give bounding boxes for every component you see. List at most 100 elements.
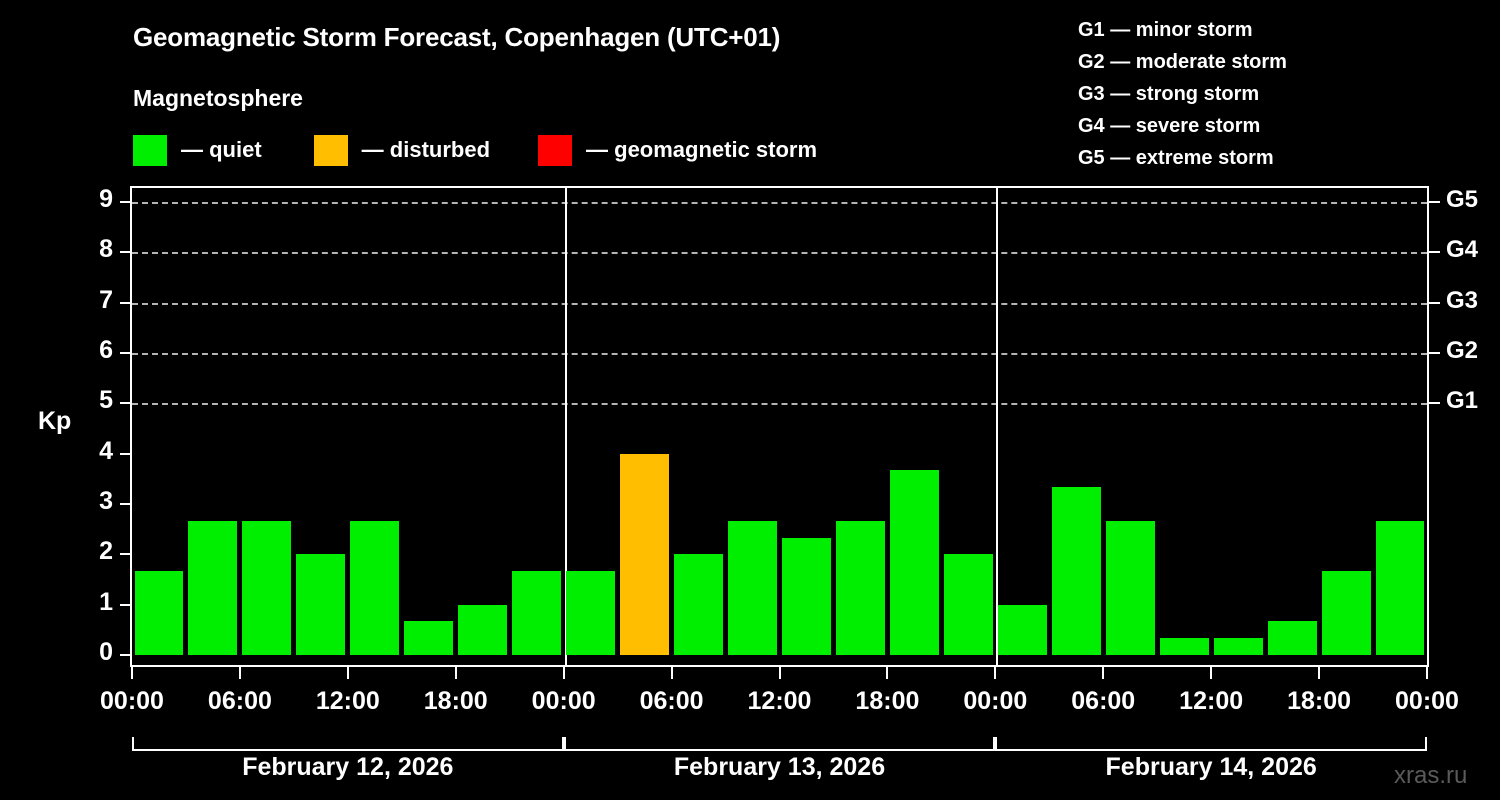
bar <box>1267 621 1317 655</box>
g-axis-label: G5 <box>1446 186 1479 213</box>
color-legend: — quiet — disturbed — geomagnetic storm <box>133 133 817 167</box>
x-axis-label: 06:00 <box>207 687 272 715</box>
x-axis-tick <box>454 667 457 679</box>
bar <box>1213 638 1263 655</box>
g-axis-tick <box>1429 352 1440 354</box>
day-label: February 12, 2026 <box>242 753 454 781</box>
bar <box>889 470 939 655</box>
y-axis-label: 0 <box>99 638 113 666</box>
x-axis-label: 12:00 <box>747 687 812 715</box>
x-axis-label: 18:00 <box>1287 687 1352 715</box>
legend-label-geomagnetic-storm: — geomagnetic storm <box>586 137 818 162</box>
page-title: Geomagnetic Storm Forecast, Copenhagen (… <box>133 22 781 52</box>
bar <box>242 520 292 655</box>
y-axis-label: 3 <box>99 487 113 515</box>
bar <box>620 453 670 655</box>
y-axis-tick <box>120 603 130 606</box>
g-scale-legend-row: G5 — extreme storm <box>1078 147 1274 169</box>
bar <box>835 520 885 655</box>
y-axis-label: 4 <box>99 436 113 465</box>
bar <box>943 554 993 655</box>
gridline <box>132 202 1427 204</box>
legend-entry-storm: — geomagnetic storm <box>538 134 818 166</box>
x-axis-label: 18:00 <box>855 687 920 715</box>
g-axis-tick <box>1429 402 1440 405</box>
x-axis-label: 12:00 <box>315 687 380 715</box>
g-axis-label: G2 <box>1446 337 1479 364</box>
bar <box>134 570 184 655</box>
y-axis-tick <box>120 201 130 203</box>
bar <box>782 537 831 655</box>
x-axis-tick <box>994 667 997 679</box>
g-axis-tick <box>1429 201 1440 203</box>
bar <box>1105 520 1155 655</box>
y-axis-tick <box>120 301 130 304</box>
y-axis-tick <box>120 553 130 556</box>
x-axis-label: 00:00 <box>100 687 164 715</box>
day-separator <box>564 188 567 667</box>
x-axis-tick <box>1102 667 1105 679</box>
y-axis-tick <box>120 402 130 405</box>
bar <box>188 520 238 655</box>
y-axis-label: 1 <box>99 587 113 616</box>
bar <box>350 520 400 655</box>
watermark: xras.ru <box>1394 762 1468 789</box>
y-axis-label: 5 <box>99 386 113 415</box>
y-axis-label: 6 <box>99 336 113 364</box>
bar <box>1375 520 1425 655</box>
x-axis-tick <box>1210 667 1213 679</box>
y-axis-label: 8 <box>99 235 113 264</box>
g-axis-tick <box>1429 251 1440 254</box>
bar <box>728 520 777 655</box>
g-axis-label: G4 <box>1446 236 1479 264</box>
x-axis-label: 06:00 <box>1071 687 1136 715</box>
y-axis-tick <box>120 251 130 254</box>
bar <box>404 621 454 655</box>
x-axis-tick <box>670 667 673 679</box>
legend-entry-quiet: — quiet <box>133 134 262 166</box>
x-axis-tick <box>131 667 133 679</box>
y-axis-tick <box>120 654 130 656</box>
bar <box>1321 570 1371 655</box>
g-scale-legend-row: G2 — moderate storm <box>1078 51 1287 73</box>
plot-area <box>132 188 1427 667</box>
gridline <box>132 302 1427 305</box>
bar <box>296 554 346 655</box>
g-scale-legend-row: G3 — strong storm <box>1078 83 1260 105</box>
g-scale-legend-row: G4 — severe storm <box>1078 115 1261 137</box>
x-axis-label: 06:00 <box>639 687 704 715</box>
day-separator <box>996 188 999 667</box>
legend-label-quiet: — quiet <box>181 137 262 162</box>
g-axis-label: G3 <box>1446 286 1479 314</box>
gridline <box>132 403 1427 406</box>
x-axis-label: 00:00 <box>963 687 1028 715</box>
x-axis-tick <box>886 667 889 679</box>
day-bracket <box>132 737 564 751</box>
legend-entry-disturbed: — disturbed <box>313 134 490 166</box>
x-axis-tick <box>778 667 781 679</box>
legend-swatch-geomagnetic-storm <box>538 134 573 166</box>
x-axis-label: 00:00 <box>1395 687 1459 715</box>
y-axis-tick <box>120 503 130 505</box>
legend-swatch-quiet <box>133 134 167 166</box>
plot-frame <box>130 186 1429 667</box>
legend-heading: Magnetosphere <box>133 85 303 111</box>
bar <box>1051 487 1101 655</box>
bar <box>566 570 616 655</box>
g-axis-tick <box>1429 301 1440 304</box>
x-axis-label: 00:00 <box>531 687 596 715</box>
x-axis-tick <box>562 667 565 679</box>
gridline <box>132 353 1427 355</box>
day-label: February 13, 2026 <box>673 753 886 781</box>
bar <box>997 604 1047 655</box>
day-bracket <box>995 737 1427 751</box>
bar <box>1159 638 1209 655</box>
y-axis-tick <box>120 352 130 354</box>
x-axis-label: 12:00 <box>1179 687 1244 715</box>
x-axis-label: 18:00 <box>423 687 488 715</box>
gridline <box>132 252 1427 255</box>
g-scale-legend-row: G1 — minor storm <box>1078 19 1253 41</box>
x-axis-tick <box>238 667 241 679</box>
x-axis-tick <box>1318 667 1321 679</box>
g-axis-label: G1 <box>1446 387 1479 415</box>
